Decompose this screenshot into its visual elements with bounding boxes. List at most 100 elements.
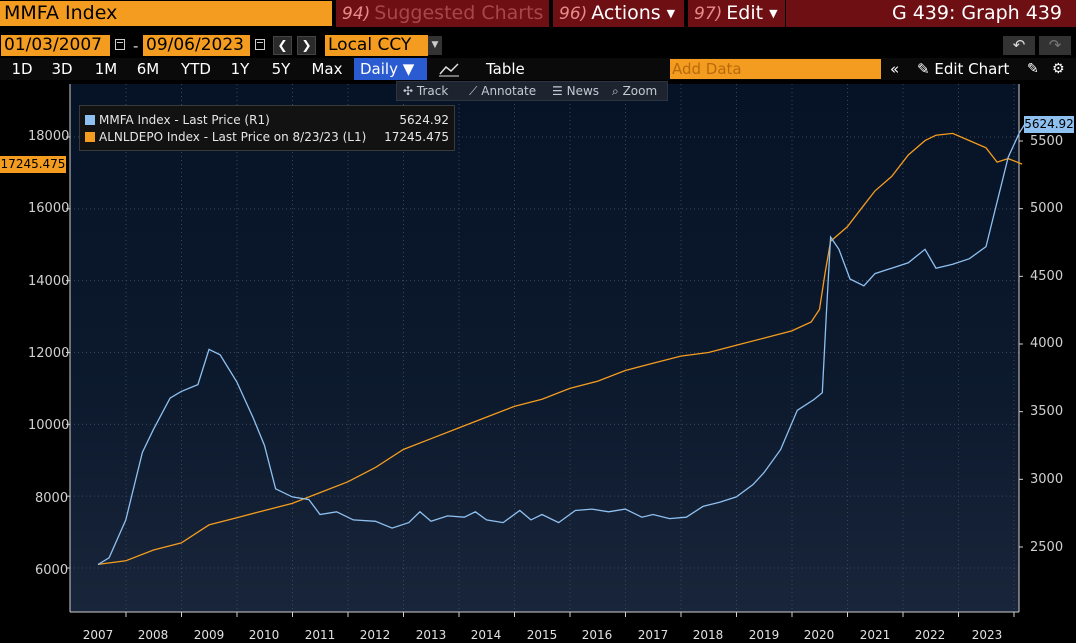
x-axis-year: 2008 [137,628,169,642]
legend-value: 5624.92 [399,113,449,127]
left-axis-tick: 16000 [28,201,70,216]
frequency-label: Daily [360,60,398,78]
timeframe-ytd[interactable]: YTD [181,60,211,78]
x-axis-year: 2022 [914,628,946,642]
ticker-field[interactable]: MMFA Index [0,1,332,26]
actions-number: 96) [559,4,588,24]
annotate-tool[interactable]: ⟋ Annotate [469,82,536,100]
legend-label: ALNLDEPO Index - Last Price on 8/23/23 (… [99,130,367,144]
right-axis-tick: 5000 [1030,201,1064,216]
chevron-down-icon[interactable]: ▼ [428,36,442,55]
edit-settings-icon[interactable]: ✎ [1027,61,1039,77]
right-axis-tick: 4500 [1030,269,1064,284]
start-date-input[interactable]: 01/03/2007 [1,35,110,56]
chart-axes [66,84,1023,617]
timeframe-3d[interactable]: 3D [51,60,73,78]
actions-label: Actions [591,2,661,24]
timeframe-6m[interactable]: 6M [136,60,160,78]
legend-label: MMFA Index - Last Price (R1) [99,113,270,127]
edit-chart-button[interactable]: ✎ Edit Chart [917,58,1009,80]
magnifier-icon: ⌕ [612,84,619,98]
x-axis-year: 2021 [859,628,891,642]
news-icon: ☰ [552,84,563,98]
undo-icon[interactable]: ↶ [1003,36,1035,55]
timeframe-1d[interactable]: 1D [11,60,33,78]
end-date-input[interactable]: 09/06/2023 [143,35,250,56]
x-axis-year: 2007 [82,628,114,642]
legend-item-mmfa[interactable]: MMFA Index - Last Price (R1) [85,112,270,128]
zoom-label: Zoom [622,84,658,98]
pencil-icon: ✎ [917,60,930,78]
calendar-icon[interactable] [115,39,125,50]
x-axis-year: 2010 [248,628,280,642]
date-bar: 01/03/2007 - 09/06/2023 ❮ ❯ Local CCY ▼ … [0,33,1076,57]
legend-swatch [85,132,95,142]
left-axis-tick: 6000 [35,563,69,578]
suggested-charts-button[interactable]: 94) Suggested Charts [336,0,549,27]
add-data-input[interactable]: Add Data [670,59,881,79]
suggested-charts-number: 94) [342,4,371,24]
news-tool[interactable]: ☰ News [552,82,599,100]
alnldepo-series-line [97,132,1023,566]
zoom-tool[interactable]: ⌕ Zoom [612,82,657,100]
line-chart-icon[interactable] [438,61,460,77]
chevron-down-icon: ▼ [666,7,676,20]
x-axis-year: 2013 [415,628,447,642]
next-period-button[interactable]: ❯ [297,36,316,55]
legend-swatch [85,115,95,125]
legend-value: 17245.475 [384,130,449,144]
edit-menu[interactable]: 97) Edit ▼ [688,0,785,27]
x-axis-year: 2020 [803,628,835,642]
timeframe-5y[interactable]: 5Y [271,60,291,78]
chart-tool-strip: ✣ Track ⟋ Annotate ☰ News ⌕ Zoom [396,81,668,101]
suggested-charts-label: Suggested Charts [374,2,544,24]
x-axis-year: 2009 [193,628,225,642]
frequency-select[interactable]: Daily ▼ [354,58,427,80]
timeframe-bar: 1D 3D 1M 6M YTD 1Y 5Y Max Daily ▼ Table … [0,58,1076,80]
x-axis-year: 2023 [971,628,1003,642]
edit-label: Edit [726,2,764,24]
redo-icon[interactable]: ↷ [1039,36,1071,55]
gear-icon[interactable]: ⚙ [1052,61,1065,77]
left-axis-tick: 18000 [28,129,70,144]
x-axis-year: 2017 [637,628,669,642]
edit-chart-label: Edit Chart [934,60,1010,78]
edit-number: 97) [694,4,723,24]
mmfa-series-line [97,123,1026,566]
prev-period-button[interactable]: ❮ [273,36,292,55]
x-axis-year: 2015 [526,628,558,642]
line-draw-icon: ⟋ [469,84,478,98]
table-button[interactable]: Table [486,60,525,78]
actions-menu[interactable]: 96) Actions ▼ [553,0,684,27]
alnldepo-last-value-tag: 17245.475 [0,156,66,173]
calendar-icon[interactable] [255,39,265,50]
crosshair-icon: ✣ [403,84,414,98]
header-bar: MMFA Index 94) Suggested Charts 96) Action… [0,0,1076,27]
collapse-left-icon[interactable]: « [890,60,900,78]
x-axis-year: 2014 [470,628,502,642]
timeframe-1m[interactable]: 1M [94,60,118,78]
annotate-label: Annotate [481,84,537,98]
left-axis-tick: 14000 [28,274,70,289]
x-axis-year: 2018 [692,628,724,642]
track-label: Track [416,84,449,98]
date-separator: - [133,37,139,55]
chart-legend[interactable]: MMFA Index - Last Price (R1) 5624.92 ALN… [79,105,455,151]
x-axis-year: 2011 [304,628,336,642]
currency-select[interactable]: Local CCY [325,35,428,56]
right-axis-tick: 4000 [1030,336,1064,351]
left-axis-tick: 10000 [28,418,70,433]
left-axis-tick: 12000 [28,346,70,361]
plot-area[interactable] [70,84,1019,612]
right-axis-tick: 2500 [1030,540,1064,555]
grid-lines [70,84,1019,612]
timeframe-max[interactable]: Max [311,60,343,78]
left-axis-tick: 8000 [35,491,69,506]
timeframe-1y[interactable]: 1Y [230,60,250,78]
track-tool[interactable]: ✣ Track [403,82,448,100]
x-axis-year: 2016 [581,628,613,642]
x-axis-year: 2019 [748,628,780,642]
mmfa-last-value-tag: 5624.92 [1024,116,1074,133]
legend-item-alnldepo[interactable]: ALNLDEPO Index - Last Price on 8/23/23 (… [85,129,366,145]
